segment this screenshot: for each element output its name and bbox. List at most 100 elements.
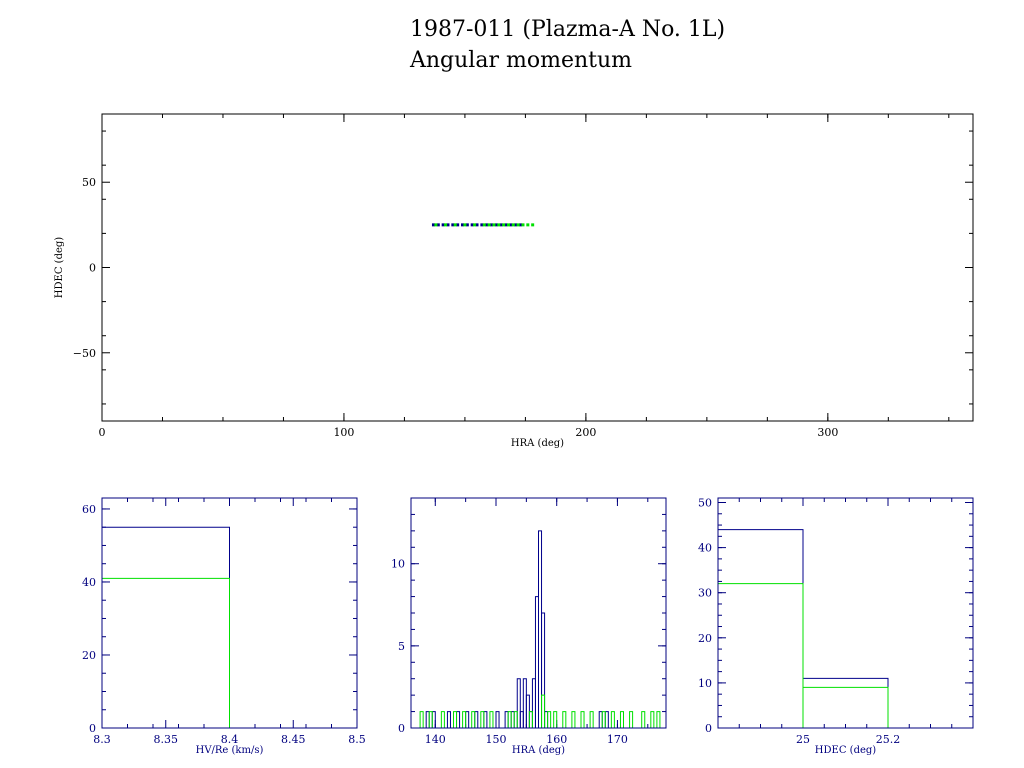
- histogram-bar: [610, 711, 615, 728]
- data-point: [444, 223, 448, 227]
- y-tick-label: −50: [73, 347, 96, 360]
- y-tick-label: 10: [698, 677, 712, 690]
- data-point: [431, 223, 435, 227]
- histogram-bar: [428, 711, 433, 728]
- y-tick-label: 0: [89, 722, 96, 735]
- data-point: [480, 223, 484, 227]
- data-point: [446, 223, 450, 227]
- histogram-bar: [562, 711, 567, 728]
- histogram-bar: [650, 711, 655, 728]
- histogram-bar: [553, 711, 558, 728]
- data-point: [511, 223, 515, 227]
- data-point: [504, 223, 508, 227]
- y-tick-label: 40: [698, 542, 712, 555]
- histogram-bar: [446, 711, 451, 728]
- data-point: [490, 223, 494, 227]
- data-point: [441, 223, 445, 227]
- x-tick-label: 300: [817, 426, 838, 439]
- plot-frame: [101, 497, 358, 729]
- data-point: [470, 223, 474, 227]
- histogram-bar: [516, 678, 521, 728]
- series-0: [101, 526, 230, 728]
- histogram-bar: [717, 583, 804, 728]
- y-tick-label: 40: [82, 576, 96, 589]
- y-tick-label: 5: [398, 640, 405, 653]
- velocity-histogram-panel: 8.3 8.35 8.4 8.45 8.5 0 20 40 60 HV/Re (km/s): [82, 497, 366, 756]
- histogram-bar: [802, 686, 889, 728]
- series-1: [717, 583, 889, 728]
- data-point: [516, 223, 520, 227]
- x-axis-label: HRA (deg): [511, 438, 564, 449]
- x-tick-label: 8.5: [348, 733, 366, 746]
- histogram-bar: [802, 677, 889, 728]
- histogram-bar: [480, 711, 485, 728]
- series-1: [101, 577, 230, 728]
- histogram-bar: [101, 526, 230, 728]
- x-tick-label: 8.3: [93, 733, 111, 746]
- x-axis-label: HRA (deg): [512, 745, 565, 756]
- y-tick-label: 50: [82, 176, 96, 189]
- plot-frame: [717, 497, 974, 729]
- y-tick-label: 0: [89, 262, 96, 275]
- y-tick-label: 0: [398, 722, 405, 735]
- data-point: [436, 223, 440, 227]
- series-0: [425, 530, 609, 728]
- x-tick-label: 200: [575, 426, 596, 439]
- data-point: [497, 223, 501, 227]
- data-point: [463, 223, 467, 227]
- histogram-bar: [717, 529, 804, 728]
- plot-frame: [101, 113, 974, 422]
- histogram-bar: [641, 711, 646, 728]
- histogram-bar: [541, 694, 546, 728]
- data-point: [499, 223, 503, 227]
- y-tick-label: 20: [698, 632, 712, 645]
- histogram-bar: [462, 711, 467, 728]
- histogram-bar: [453, 711, 458, 728]
- data-point: [473, 223, 477, 227]
- plot-frame: [410, 497, 667, 729]
- histogram-bar: [601, 711, 606, 728]
- data-point: [456, 223, 460, 227]
- histogram-bar: [489, 711, 494, 728]
- data-point: [465, 223, 469, 227]
- x-axis-label: HDEC (deg): [815, 745, 876, 756]
- series-1: [419, 694, 661, 728]
- data-point: [485, 223, 489, 227]
- histogram-bar: [547, 711, 552, 728]
- x-tick-label: 160: [546, 733, 567, 746]
- data-point: [434, 223, 438, 227]
- histogram-bar: [528, 711, 533, 728]
- data-point: [521, 223, 525, 227]
- chart-subtitle: Angular momentum: [410, 48, 632, 73]
- data-point: [487, 223, 491, 227]
- data-point: [531, 223, 535, 227]
- data-point: [502, 223, 506, 227]
- hra-histogram-panel: 140 150 160 170 0 5 10 HRA (deg): [391, 497, 667, 756]
- data-point: [453, 223, 457, 227]
- y-tick-label: 20: [82, 649, 96, 662]
- data-point: [492, 223, 496, 227]
- x-tick-label: 8.35: [154, 733, 179, 746]
- histogram-bar: [419, 711, 424, 728]
- hdec-histogram-panel: 25 25.2 0 10 20 30 40 50 HDEC (deg): [698, 497, 974, 756]
- x-axis-label: HV/Re (km/s): [196, 745, 264, 756]
- y-tick-label: 0: [705, 722, 712, 735]
- y-tick-label: 50: [698, 497, 712, 510]
- histogram-bar: [580, 711, 585, 728]
- x-tick-label: 0: [99, 426, 106, 439]
- y-axis-label: HDEC (deg): [54, 237, 65, 298]
- data-point: [475, 223, 479, 227]
- series-0: [431, 223, 523, 227]
- histogram-bar: [619, 711, 624, 728]
- histogram-bar: [571, 711, 576, 728]
- series-1: [434, 223, 535, 227]
- data-point: [494, 223, 498, 227]
- histogram-bar: [513, 711, 518, 728]
- x-tick-label: 25.2: [876, 733, 901, 746]
- x-tick-label: 8.4: [221, 733, 239, 746]
- x-tick-label: 25: [796, 733, 810, 746]
- histogram-bar: [656, 711, 661, 728]
- y-tick-label: 30: [698, 587, 712, 600]
- main-scatter-panel: 0 100 200 300 50 0 −50 HRA (deg) HDEC (deg): [54, 113, 974, 449]
